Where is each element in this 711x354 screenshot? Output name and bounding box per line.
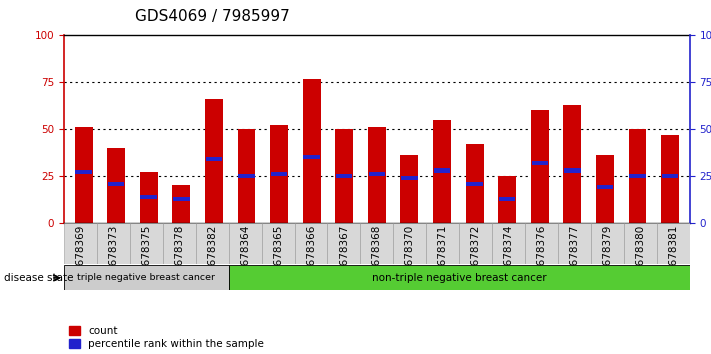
Text: GSM678366: GSM678366	[306, 225, 316, 289]
Text: GSM678372: GSM678372	[471, 225, 481, 289]
Bar	[262, 223, 294, 264]
Bar	[596, 155, 614, 223]
Bar	[393, 223, 426, 264]
Bar	[229, 265, 690, 290]
Bar	[229, 223, 262, 264]
Bar	[525, 223, 558, 264]
Bar	[141, 195, 157, 199]
Bar	[294, 223, 328, 264]
Bar	[238, 174, 255, 178]
Bar	[75, 170, 92, 175]
Text: GSM678378: GSM678378	[174, 225, 184, 289]
Bar	[368, 127, 386, 223]
Text: GSM678365: GSM678365	[273, 225, 283, 289]
Text: GSM678374: GSM678374	[503, 225, 513, 289]
Bar	[368, 172, 385, 176]
Text: GDS4069 / 7985997: GDS4069 / 7985997	[135, 9, 290, 24]
Text: GSM678380: GSM678380	[635, 225, 646, 288]
Bar	[130, 223, 163, 264]
Bar	[108, 182, 124, 186]
Text: GSM678369: GSM678369	[75, 225, 85, 289]
Bar	[173, 196, 190, 201]
Bar	[360, 223, 393, 264]
Bar	[172, 185, 191, 223]
Bar	[629, 129, 646, 223]
Bar	[97, 223, 130, 264]
Bar	[558, 223, 591, 264]
Legend: count, percentile rank within the sample: count, percentile rank within the sample	[69, 326, 264, 349]
Bar	[75, 127, 92, 223]
Bar	[662, 174, 678, 178]
Text: GSM678373: GSM678373	[108, 225, 119, 289]
Bar	[271, 172, 287, 176]
Bar	[303, 79, 321, 223]
Text: GSM678381: GSM678381	[668, 225, 678, 289]
Bar	[163, 223, 196, 264]
Bar	[107, 148, 125, 223]
Bar	[531, 110, 549, 223]
Text: GSM678371: GSM678371	[438, 225, 448, 289]
Bar	[434, 169, 450, 172]
Bar	[336, 129, 353, 223]
Bar	[657, 223, 690, 264]
Bar	[433, 120, 451, 223]
Text: disease state: disease state	[4, 273, 73, 283]
Bar	[64, 223, 97, 264]
Bar	[459, 223, 492, 264]
Bar	[237, 129, 255, 223]
Text: GSM678377: GSM678377	[570, 225, 579, 289]
Bar	[304, 155, 320, 159]
Text: triple negative breast cancer: triple negative breast cancer	[77, 273, 215, 282]
Bar	[400, 155, 418, 223]
Bar	[205, 157, 222, 161]
Bar	[661, 135, 679, 223]
Text: GSM678375: GSM678375	[141, 225, 151, 289]
Text: non-triple negative breast cancer: non-triple negative breast cancer	[372, 273, 547, 282]
Bar	[64, 265, 229, 290]
Bar	[328, 223, 360, 264]
Bar	[426, 223, 459, 264]
Bar	[629, 174, 646, 178]
Bar	[401, 176, 417, 180]
Text: GSM678376: GSM678376	[537, 225, 547, 289]
Bar	[140, 172, 158, 223]
Text: GSM678364: GSM678364	[240, 225, 250, 289]
Text: GSM678368: GSM678368	[372, 225, 382, 289]
Text: GSM678382: GSM678382	[207, 225, 217, 289]
Text: GSM678367: GSM678367	[339, 225, 349, 289]
Bar	[591, 223, 624, 264]
Bar	[270, 125, 288, 223]
Bar	[597, 185, 613, 189]
Bar	[564, 169, 581, 172]
Bar	[205, 99, 223, 223]
Bar	[563, 105, 582, 223]
Bar	[336, 174, 353, 178]
Bar	[532, 161, 548, 165]
Text: GSM678370: GSM678370	[405, 225, 415, 288]
Bar	[499, 196, 515, 201]
Bar	[624, 223, 657, 264]
Bar	[492, 223, 525, 264]
Bar	[466, 144, 483, 223]
Bar	[466, 182, 483, 186]
Text: GSM678379: GSM678379	[602, 225, 612, 289]
Bar	[498, 176, 516, 223]
Bar	[196, 223, 229, 264]
